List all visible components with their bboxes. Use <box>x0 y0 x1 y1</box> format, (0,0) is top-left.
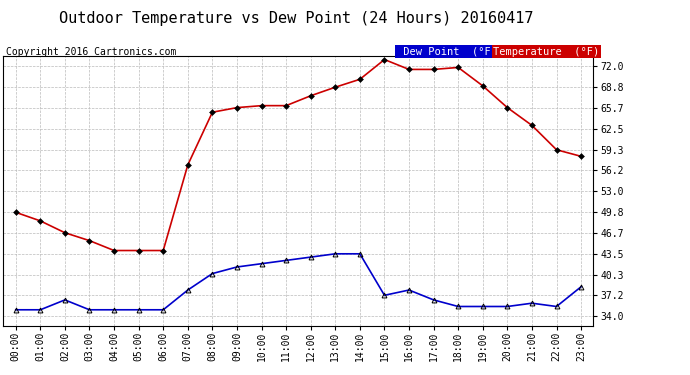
Text: Copyright 2016 Cartronics.com: Copyright 2016 Cartronics.com <box>6 47 176 57</box>
Text: Temperature  (°F): Temperature (°F) <box>493 47 600 57</box>
Text: Dew Point  (°F): Dew Point (°F) <box>397 47 497 57</box>
Text: Outdoor Temperature vs Dew Point (24 Hours) 20160417: Outdoor Temperature vs Dew Point (24 Hou… <box>59 11 534 26</box>
